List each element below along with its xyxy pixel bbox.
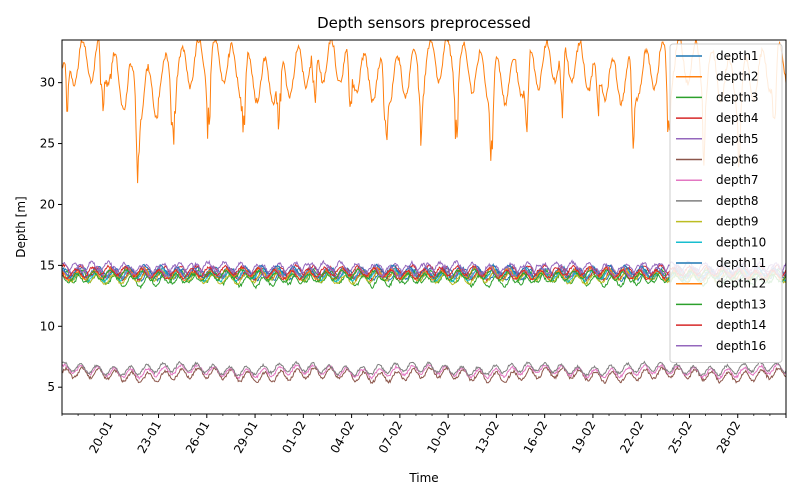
- x-tick-label: 01-02: [279, 419, 309, 456]
- series-line-depth14: [62, 264, 786, 282]
- series-line-depth6: [62, 365, 786, 385]
- x-axis: 20-01 23-01 26-01 29-01 01-02 04-02 07-02 10-02…: [61, 414, 787, 456]
- y-tick-label: 20: [40, 197, 55, 211]
- x-tick-label: 26-01: [183, 419, 213, 456]
- legend-label: depth10: [716, 235, 766, 249]
- y-tick-label: 25: [40, 137, 55, 151]
- x-tick-label: 20-01: [86, 419, 116, 456]
- legend-label: depth13: [716, 297, 766, 311]
- x-tick-label: 22-02: [617, 419, 647, 456]
- legend-label: depth2: [716, 70, 759, 84]
- series-layer: [62, 40, 786, 385]
- series-line-depth3: [62, 268, 786, 290]
- y-tick-label: 5: [47, 380, 55, 394]
- legend-label: depth1: [716, 49, 759, 63]
- legend-label: depth8: [716, 194, 759, 208]
- x-tick-label: 10-02: [424, 419, 454, 456]
- x-tick-label: 29-01: [231, 419, 261, 456]
- legend-label: depth7: [716, 173, 759, 187]
- y-tick-label: 30: [40, 76, 55, 90]
- legend-label: depth11: [716, 256, 766, 270]
- y-tick-label: 15: [40, 258, 55, 272]
- x-tick-label: 25-02: [666, 419, 696, 456]
- legend-box: [669, 43, 783, 363]
- y-axis: 5 10 15 20 25 30: [40, 76, 62, 394]
- x-tick-label: 23-01: [135, 419, 165, 456]
- y-axis-label: Depth [m]: [14, 196, 28, 257]
- legend-label: depth14: [716, 318, 766, 332]
- legend-label: depth5: [716, 132, 759, 146]
- x-tick-label: 13-02: [472, 419, 502, 456]
- plot-frame: [61, 39, 787, 415]
- x-tick-label: 07-02: [376, 419, 406, 456]
- chart-title: Depth sensors preprocessed: [317, 14, 531, 32]
- legend-label: depth16: [716, 339, 766, 353]
- legend-label: depth9: [716, 215, 759, 229]
- y-tick-label: 10: [40, 319, 55, 333]
- series-line-depth2: [62, 40, 786, 184]
- series-line-depth8: [62, 360, 786, 378]
- series-line-depth13: [62, 267, 786, 285]
- x-tick-label: 04-02: [328, 419, 358, 456]
- x-axis-label: Time: [408, 471, 438, 485]
- legend-label: depth3: [716, 90, 759, 104]
- legend-label: depth6: [716, 153, 759, 167]
- legend-label: depth12: [716, 277, 766, 291]
- x-tick-label: 19-02: [569, 419, 599, 456]
- x-tick-label: 16-02: [521, 419, 551, 456]
- x-tick-label: 28-02: [714, 419, 744, 456]
- legend: depth1 depth2 depth3 depth4 depth5 depth6 dept…: [669, 43, 783, 363]
- legend-label: depth4: [716, 111, 759, 125]
- series-line-depth16: [62, 259, 786, 279]
